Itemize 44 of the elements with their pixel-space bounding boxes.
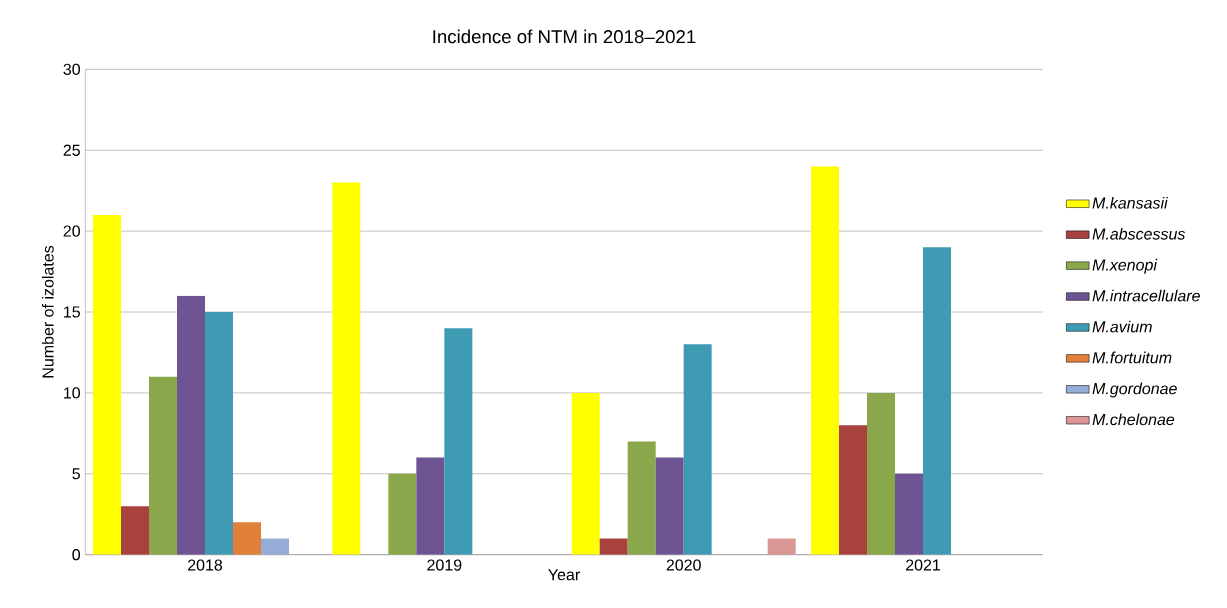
bar (655, 457, 684, 555)
bar (895, 473, 924, 555)
legend-label: M.kansasii (1092, 196, 1168, 209)
bar (205, 312, 234, 555)
bar (177, 295, 205, 555)
bar (261, 538, 290, 555)
legend-label: M.abscessus (1092, 227, 1186, 240)
x-tick-label: 2020 (666, 559, 701, 571)
legend-label: M.gordonae (1092, 382, 1177, 398)
legend-label: M.intracellulare (1092, 289, 1200, 302)
bar (627, 441, 656, 555)
bar (332, 182, 361, 555)
y-tick-label: 25 (63, 144, 80, 156)
bar (444, 328, 473, 555)
bar (416, 457, 445, 555)
y-tick-label: 10 (64, 387, 81, 399)
bar (93, 214, 121, 555)
bar (121, 506, 149, 555)
x-tick-label: 2019 (427, 559, 462, 571)
bar (149, 376, 177, 555)
y-tick-label: 15 (64, 306, 80, 318)
chart-title: Incidence of NTM in 2018–2021 (433, 29, 696, 44)
bar (571, 392, 600, 555)
legend-label: M.xenopi (1092, 258, 1158, 274)
legend-label: M.chelonae (1092, 413, 1175, 426)
y-tick-label: 30 (63, 63, 81, 75)
x-tick-label: 2018 (188, 559, 223, 571)
x-tick-label: 2021 (906, 559, 941, 571)
x-axis-title: Year (548, 569, 580, 581)
bar (767, 538, 796, 555)
bar (923, 247, 952, 555)
y-axis-title: Number of izolates (41, 245, 54, 378)
y-tick-label: 20 (63, 225, 81, 237)
bar (233, 522, 262, 555)
bar (867, 392, 896, 555)
bar (599, 538, 628, 555)
bar (811, 166, 840, 555)
bar (839, 425, 868, 555)
legend-label: M.avium (1092, 320, 1152, 333)
bar (683, 344, 712, 555)
y-tick-label: 0 (72, 549, 81, 561)
legend-label: M.fortuitum (1092, 351, 1172, 364)
bar (388, 473, 417, 555)
y-tick-label: 5 (72, 468, 80, 480)
